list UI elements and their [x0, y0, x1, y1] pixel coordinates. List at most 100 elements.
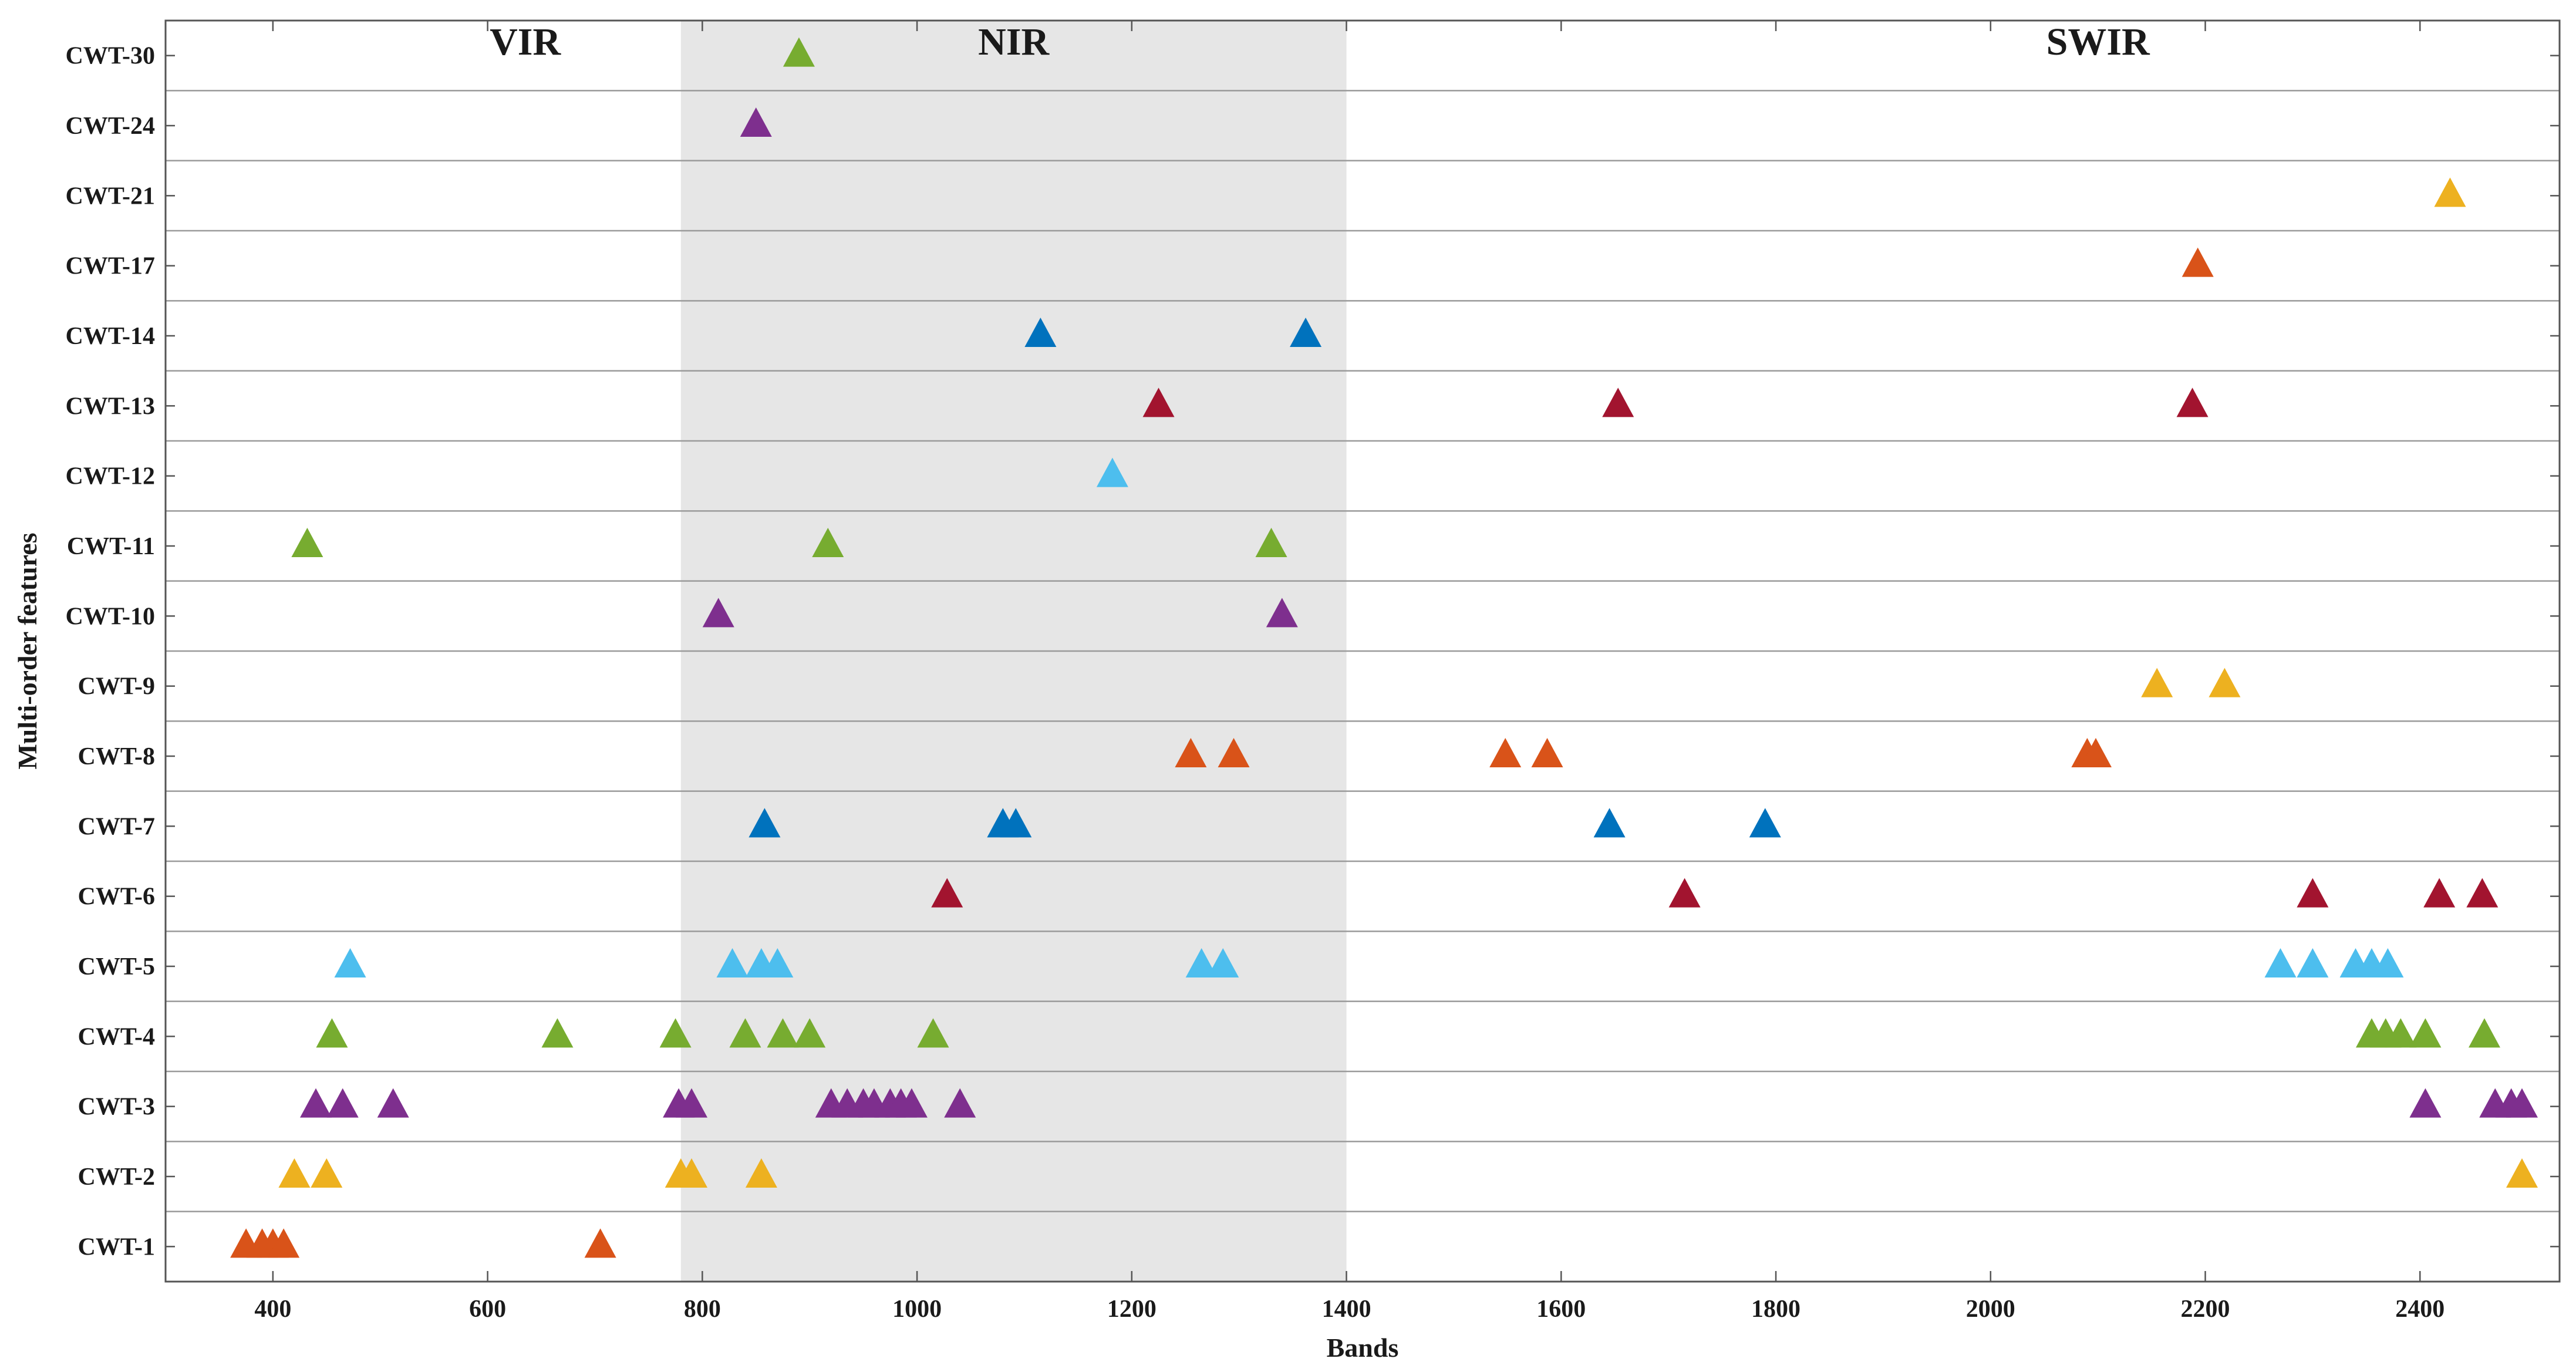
marker-cwt-11 [1255, 528, 1287, 557]
marker-cwt-9 [2141, 668, 2173, 697]
y-axis-title: Multi-order features [12, 532, 42, 769]
marker-cwt-4 [659, 1018, 692, 1048]
x-tick-label: 1400 [1322, 1296, 1371, 1323]
y-tick-label: CWT-3 [78, 1094, 155, 1121]
marker-cwt-4 [794, 1018, 826, 1048]
marker-cwt-6 [2423, 878, 2456, 908]
y-tick-label: CWT-14 [66, 323, 155, 350]
y-tick-label: CWT-30 [66, 43, 155, 70]
grid-lines [166, 90, 2560, 1212]
y-tick-label: CWT-8 [78, 743, 155, 770]
x-tick-label: 1600 [1536, 1296, 1586, 1323]
y-tick-label: CWT-11 [67, 533, 155, 560]
marker-cwt-9 [2209, 668, 2241, 697]
x-tick-label: 2400 [2395, 1296, 2444, 1323]
marker-cwt-2 [311, 1158, 343, 1188]
marker-cwt-8 [2080, 738, 2112, 767]
marker-cwt-10 [702, 598, 734, 628]
marker-cwt-6 [2466, 878, 2499, 908]
marker-cwt-3 [377, 1088, 409, 1118]
marker-cwt-14 [1024, 318, 1057, 347]
marker-cwt-7 [1593, 808, 1626, 838]
marker-cwt-5 [334, 948, 366, 977]
marker-cwt-6 [1668, 878, 1701, 908]
marker-cwt-5 [1207, 948, 1239, 977]
marker-cwt-2 [2506, 1158, 2538, 1188]
marker-cwt-8 [1175, 738, 1207, 767]
marker-cwt-24 [740, 107, 772, 137]
marker-cwt-7 [1749, 808, 1781, 838]
marker-cwt-11 [291, 528, 323, 557]
y-tick-label: CWT-4 [78, 1023, 155, 1050]
marker-cwt-1 [268, 1228, 300, 1258]
marker-cwt-5 [716, 948, 748, 977]
y-tick-label: CWT-17 [66, 253, 155, 280]
marker-cwt-2 [278, 1158, 311, 1188]
marker-cwt-4 [767, 1018, 799, 1048]
marker-cwt-2 [745, 1158, 777, 1188]
marker-cwt-4 [2385, 1018, 2417, 1048]
marker-cwt-4 [316, 1018, 348, 1048]
x-tick-label: 1000 [892, 1296, 942, 1323]
marker-cwt-12 [1096, 457, 1128, 487]
marker-cwt-4 [541, 1018, 574, 1048]
y-tick-label: CWT-6 [78, 884, 155, 911]
marker-cwt-10 [1266, 598, 1298, 628]
marker-cwt-2 [676, 1158, 708, 1188]
y-tick-label: CWT-5 [78, 953, 155, 980]
marker-cwt-14 [1290, 318, 1322, 347]
marker-cwt-3 [2409, 1088, 2442, 1118]
marker-cwt-5 [1185, 948, 1218, 977]
y-tick-label: CWT-2 [78, 1164, 155, 1191]
text-labels: CWT-1 CWT-2 CWT-3 CWT-4 CWT-5 CWT-6 CWT-7 CWT-8… [66, 21, 2445, 1323]
x-tick-label: 1800 [1751, 1296, 1800, 1323]
marker-cwt-4 [917, 1018, 949, 1048]
x-tick-label: 1200 [1107, 1296, 1156, 1323]
y-tick-label: CWT-9 [78, 673, 155, 700]
marker-cwt-13 [1602, 387, 1634, 417]
marker-cwt-7 [748, 808, 781, 838]
marker-cwt-6 [2297, 878, 2329, 908]
marker-cwt-3 [2506, 1088, 2538, 1118]
data-markers [230, 37, 2538, 1258]
axis-ticks [166, 21, 2560, 1282]
marker-cwt-8 [1531, 738, 1563, 767]
marker-cwt-6 [931, 878, 963, 908]
marker-cwt-3 [895, 1088, 928, 1118]
y-tick-label: CWT-12 [66, 463, 155, 490]
marker-cwt-11 [812, 528, 844, 557]
marker-cwt-5 [2372, 948, 2404, 977]
y-tick-label: CWT-10 [66, 603, 155, 630]
marker-cwt-3 [676, 1088, 708, 1118]
x-tick-label: 600 [469, 1296, 506, 1323]
marker-cwt-30 [783, 37, 815, 67]
marker-cwt-13 [2176, 387, 2209, 417]
region-label-nir: NIR [978, 21, 1050, 63]
marker-cwt-4 [729, 1018, 761, 1048]
region-label-swir: SWIR [2046, 21, 2150, 63]
x-tick-label: 800 [684, 1296, 721, 1323]
marker-cwt-4 [2409, 1018, 2442, 1048]
marker-cwt-17 [2181, 247, 2214, 277]
marker-cwt-1 [584, 1228, 616, 1258]
marker-cwt-3 [944, 1088, 976, 1118]
marker-cwt-3 [300, 1088, 332, 1118]
marker-cwt-5 [761, 948, 794, 977]
marker-cwt-8 [1489, 738, 1522, 767]
x-tick-label: 2000 [1966, 1296, 2015, 1323]
marker-cwt-5 [2264, 948, 2297, 977]
y-tick-label: CWT-13 [66, 393, 155, 420]
x-tick-label: 400 [254, 1296, 291, 1323]
marker-cwt-7 [1000, 808, 1032, 838]
marker-cwt-8 [1218, 738, 1250, 767]
y-tick-label: CWT-7 [78, 813, 155, 840]
marker-cwt-3 [326, 1088, 359, 1118]
region-label-vir: VIR [490, 21, 561, 63]
marker-cwt-4 [2468, 1018, 2500, 1048]
y-tick-label: CWT-1 [78, 1233, 155, 1260]
marker-cwt-13 [1142, 387, 1175, 417]
marker-cwt-5 [2297, 948, 2329, 977]
y-tick-label: CWT-21 [66, 183, 155, 210]
marker-cwt-21 [2434, 177, 2466, 207]
y-tick-label: CWT-24 [66, 113, 155, 140]
